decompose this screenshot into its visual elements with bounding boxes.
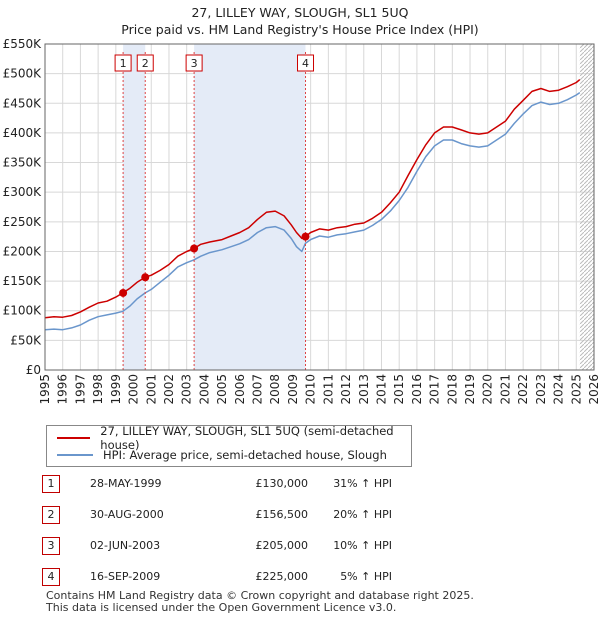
y-tick-label: £50K — [10, 333, 42, 347]
y-tick-label: £350K — [3, 156, 43, 170]
legend-item-price: 27, LILLEY WAY, SLOUGH, SL1 5UQ (semi-de… — [57, 424, 411, 452]
x-tick-label: 1995 — [38, 374, 52, 405]
transaction-box — [114, 54, 132, 72]
table-row: 3 02-JUN-2003 £205,000 10% ↑ HPI — [42, 537, 402, 557]
hpi-line — [44, 91, 581, 331]
transaction-point — [301, 232, 310, 241]
transaction-badge: 1 — [42, 475, 60, 493]
x-tick-label: 2021 — [498, 374, 512, 405]
transaction-hpi: 20% ↑ HPI — [333, 508, 392, 521]
transaction-badge: 3 — [42, 537, 60, 555]
legend-item-hpi: HPI: Average price, semi-detached house,… — [57, 446, 387, 464]
footer-line1: Contains HM Land Registry data © Crown c… — [46, 589, 474, 602]
transaction-box-label: 1 — [120, 57, 127, 70]
x-tick-label: 2001 — [144, 374, 158, 405]
transaction-date: 02-JUN-2003 — [90, 539, 161, 552]
x-tick-label: 2006 — [233, 374, 247, 405]
ownership-shade — [194, 44, 306, 370]
x-tick-label: 2015 — [392, 374, 406, 405]
transaction-badge: 4 — [42, 568, 60, 586]
x-tick-label: 2002 — [162, 374, 176, 405]
chart-title-line2: Price paid vs. HM Land Registry's House … — [121, 22, 479, 37]
footer-attribution: Contains HM Land Registry data © Crown c… — [46, 590, 474, 614]
legend-swatch-price — [57, 437, 91, 439]
y-tick-label: £500K — [3, 67, 43, 81]
x-tick-label: 2022 — [516, 374, 530, 405]
x-tick-label: 2026 — [587, 374, 600, 405]
table-row: 4 16-SEP-2009 £225,000 5% ↑ HPI — [42, 568, 402, 588]
x-tick-label: 2004 — [197, 374, 211, 405]
footer-line2: This data is licensed under the Open Gov… — [46, 601, 397, 614]
transaction-hpi: 31% ↑ HPI — [333, 477, 392, 490]
legend-label-hpi: HPI: Average price, semi-detached house,… — [103, 448, 387, 462]
table-row: 1 28-MAY-1999 £130,000 31% ↑ HPI — [42, 475, 402, 495]
transaction-point — [190, 244, 199, 253]
x-tick-label: 2017 — [428, 374, 442, 405]
transaction-box — [136, 54, 154, 72]
x-tick-label: 1998 — [91, 374, 105, 405]
transaction-price: £205,000 — [255, 539, 309, 552]
chart-legend: 27, LILLEY WAY, SLOUGH, SL1 5UQ (semi-de… — [46, 424, 412, 467]
x-tick-label: 1999 — [109, 374, 123, 405]
y-tick-label: £100K — [3, 304, 43, 318]
x-tick-label: 2005 — [215, 374, 229, 405]
price-chart: 1 2 3 4 £0 £50K £100K £150K £200K £250K £300K £350… — [3, 37, 600, 405]
transaction-box — [185, 54, 203, 72]
y-tick-label: £200K — [3, 244, 43, 258]
x-tick-label: 2023 — [534, 374, 548, 405]
y-tick-label: £250K — [3, 215, 43, 229]
transaction-badge: 2 — [42, 506, 60, 524]
x-tick-label: 2016 — [410, 374, 424, 405]
x-tick-label: 2025 — [569, 374, 583, 405]
x-tick-label: 2024 — [552, 374, 566, 405]
transaction-box-label: 3 — [191, 57, 198, 70]
transaction-point — [119, 288, 128, 297]
ownership-shade — [123, 44, 146, 370]
x-tick-label: 2010 — [304, 374, 318, 405]
x-tick-label: 2000 — [127, 374, 141, 405]
transaction-box-label: 4 — [302, 57, 309, 70]
x-tick-label: 2013 — [357, 374, 371, 405]
x-tick-label: 2003 — [180, 374, 194, 405]
x-tick-label: 1996 — [56, 374, 70, 405]
transaction-box-label: 2 — [142, 57, 149, 70]
x-tick-label: 2008 — [268, 374, 282, 405]
y-tick-label: £0 — [26, 363, 41, 377]
transaction-price: £130,000 — [255, 477, 309, 490]
chart-title: 27, LILLEY WAY, SLOUGH, SL1 5UQ Price pa… — [0, 4, 600, 38]
x-tick-label: 2020 — [481, 374, 495, 405]
forecast-hatch — [579, 44, 594, 370]
transaction-price: £156,500 — [255, 508, 309, 521]
x-tick-label: 2012 — [339, 374, 353, 405]
transaction-hpi: 5% ↑ HPI — [340, 570, 392, 583]
transaction-date: 16-SEP-2009 — [90, 570, 161, 583]
table-row: 2 30-AUG-2000 £156,500 20% ↑ HPI — [42, 506, 402, 526]
x-tick-label: 2007 — [251, 374, 265, 405]
chart-title-line1: 27, LILLEY WAY, SLOUGH, SL1 5UQ — [191, 5, 409, 20]
y-tick-label: £400K — [3, 126, 43, 140]
plot-frame — [44, 43, 595, 371]
legend-label-price: 27, LILLEY WAY, SLOUGH, SL1 5UQ (semi-de… — [100, 424, 394, 452]
x-tick-label: 2009 — [286, 374, 300, 405]
x-tick-label: 1997 — [73, 374, 87, 405]
transaction-hpi: 10% ↑ HPI — [333, 539, 392, 552]
y-tick-label: £450K — [3, 96, 43, 110]
y-tick-label: £150K — [3, 274, 43, 288]
transaction-date: 28-MAY-1999 — [90, 477, 162, 490]
legend-swatch-hpi — [57, 454, 93, 456]
transaction-point — [141, 273, 150, 282]
transaction-date: 30-AUG-2000 — [90, 508, 164, 521]
x-tick-label: 2014 — [374, 374, 388, 405]
x-tick-label: 2011 — [321, 374, 335, 405]
x-tick-label: 2019 — [463, 374, 477, 405]
transaction-box — [297, 54, 315, 72]
y-tick-label: £550K — [3, 37, 43, 51]
y-tick-label: £300K — [3, 185, 43, 199]
transaction-price: £225,000 — [255, 570, 309, 583]
x-tick-label: 2018 — [445, 374, 459, 405]
